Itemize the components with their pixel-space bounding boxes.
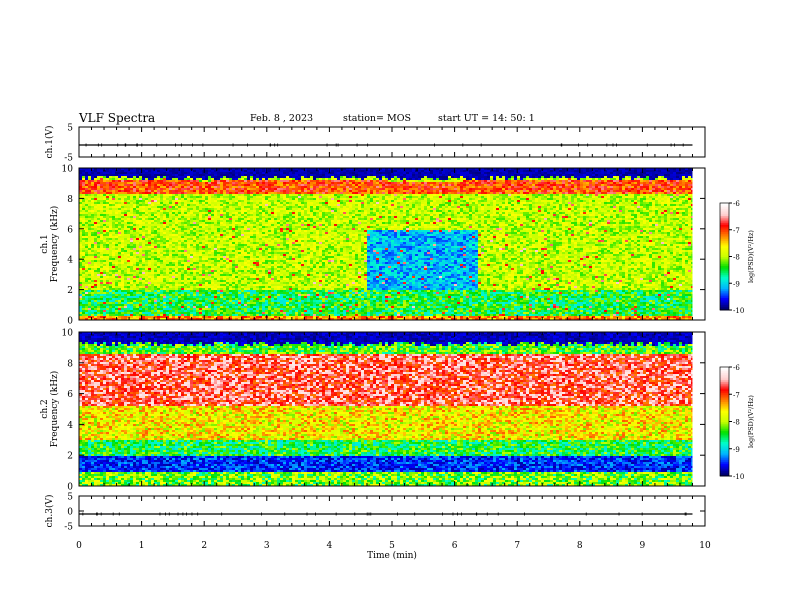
ch3-ylabel-0: ch.3(V) [44,495,55,528]
xtick-label-7: 7 [514,541,520,551]
ch2-spec-ytick-label-2: 4 [67,421,73,431]
ch1-colorbar-tick-3: -9 [733,280,740,288]
xtick-label-2: 2 [201,541,207,551]
ch2-spec-ytick-label-0: 0 [67,483,73,493]
ch1-ytick-label-0: 5 [67,124,73,134]
xtick-label-6: 6 [452,541,458,551]
ch1-colorbar-tick-1: -7 [733,227,740,235]
spectrogram-blank-tail [692,168,705,320]
ch1-colorbar [720,203,729,311]
spectrogram-blank-tail [692,332,705,486]
xtick-label-0: 0 [76,541,82,551]
start-time-label: start UT = 14: 50: 1 [438,113,535,124]
xtick-label-1: 1 [139,541,145,551]
ch2-colorbar [720,367,729,477]
ch1-spec-ylabel-0: ch.1 [40,234,50,253]
ch2-spec-ylabel-0: ch.2 [40,399,50,418]
ch2-colorbar-tick-0: -6 [733,364,740,372]
ch2-spec-ytick-label-1: 2 [67,452,73,462]
ch1-colorbar-tick-2: -8 [733,254,740,262]
chart-title: VLF Spectra [79,111,155,125]
ch1-spec-ytick-label-0: 0 [67,317,73,327]
ch3-ytick-label-2: -5 [64,523,73,533]
ch1-spec-ytick-label-1: 2 [67,286,73,296]
ch1-colorbar-label: log(PSD)(V²/Hz) [747,230,755,283]
ch1-colorbar-tick-0: -6 [733,200,740,208]
ch2-spec-ylabel-1: Frequency (kHz) [49,371,60,448]
ch1-spec-ylabel-1: Frequency (kHz) [49,206,60,283]
xtick-label-10: 10 [699,541,711,551]
ch2-colorbar-tick-1: -7 [733,391,740,399]
ch1-spec-ytick-label-5: 10 [62,165,74,175]
xtick-label-3: 3 [264,541,270,551]
ch2-colorbar-tick-4: -10 [733,473,744,481]
ch3-ytick-label-1: 0 [67,508,73,518]
ch1-ylabel-0: ch.1(V) [44,126,55,159]
ch2-spectrogram-cells [79,332,705,486]
xtick-label-8: 8 [577,541,583,551]
ch2-spec-ytick-label-3: 6 [67,390,73,400]
ch2-colorbar-tick-2: -8 [733,419,740,427]
ch1-ytick-label-1: -5 [64,154,73,164]
xtick-label-4: 4 [327,541,333,551]
ch1-spec-ytick-label-3: 6 [67,225,73,235]
ch2-colorbar-tick-3: -9 [733,446,740,454]
ch3-ytick-label-0: 5 [67,493,73,503]
ch2-spec-ytick-label-4: 8 [67,359,73,369]
station-label: station= MOS [343,113,411,124]
ch1-colorbar-tick-4: -10 [733,307,744,315]
ch2-colorbar-label: log(PSD)(V²/Hz) [747,395,755,448]
xtick-label-9: 9 [640,541,646,551]
ch1-spectrogram-cells [79,168,705,320]
date-label: Feb. 8 , 2023 [250,113,313,124]
ch2-spec-ytick-label-5: 10 [62,329,74,339]
xtick-label-5: 5 [389,541,395,551]
ch1-spec-ytick-label-4: 8 [67,195,73,205]
ch1-spec-ytick-label-2: 4 [67,256,73,266]
x-axis-title: Time (min) [367,550,417,561]
